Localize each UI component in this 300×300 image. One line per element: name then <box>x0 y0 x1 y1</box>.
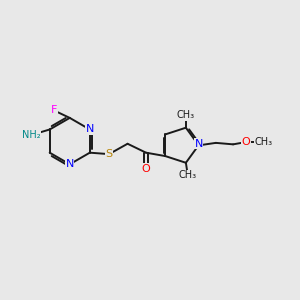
Text: N: N <box>194 139 203 149</box>
Text: S: S <box>106 149 113 159</box>
Text: CH₃: CH₃ <box>177 110 195 120</box>
Text: CH₃: CH₃ <box>178 170 196 180</box>
Text: NH₂: NH₂ <box>22 130 40 140</box>
Text: CH₃: CH₃ <box>255 137 273 147</box>
Text: F: F <box>51 106 58 116</box>
Text: O: O <box>142 164 150 174</box>
Text: N: N <box>85 124 94 134</box>
Text: N: N <box>66 159 74 169</box>
Text: O: O <box>241 137 250 147</box>
